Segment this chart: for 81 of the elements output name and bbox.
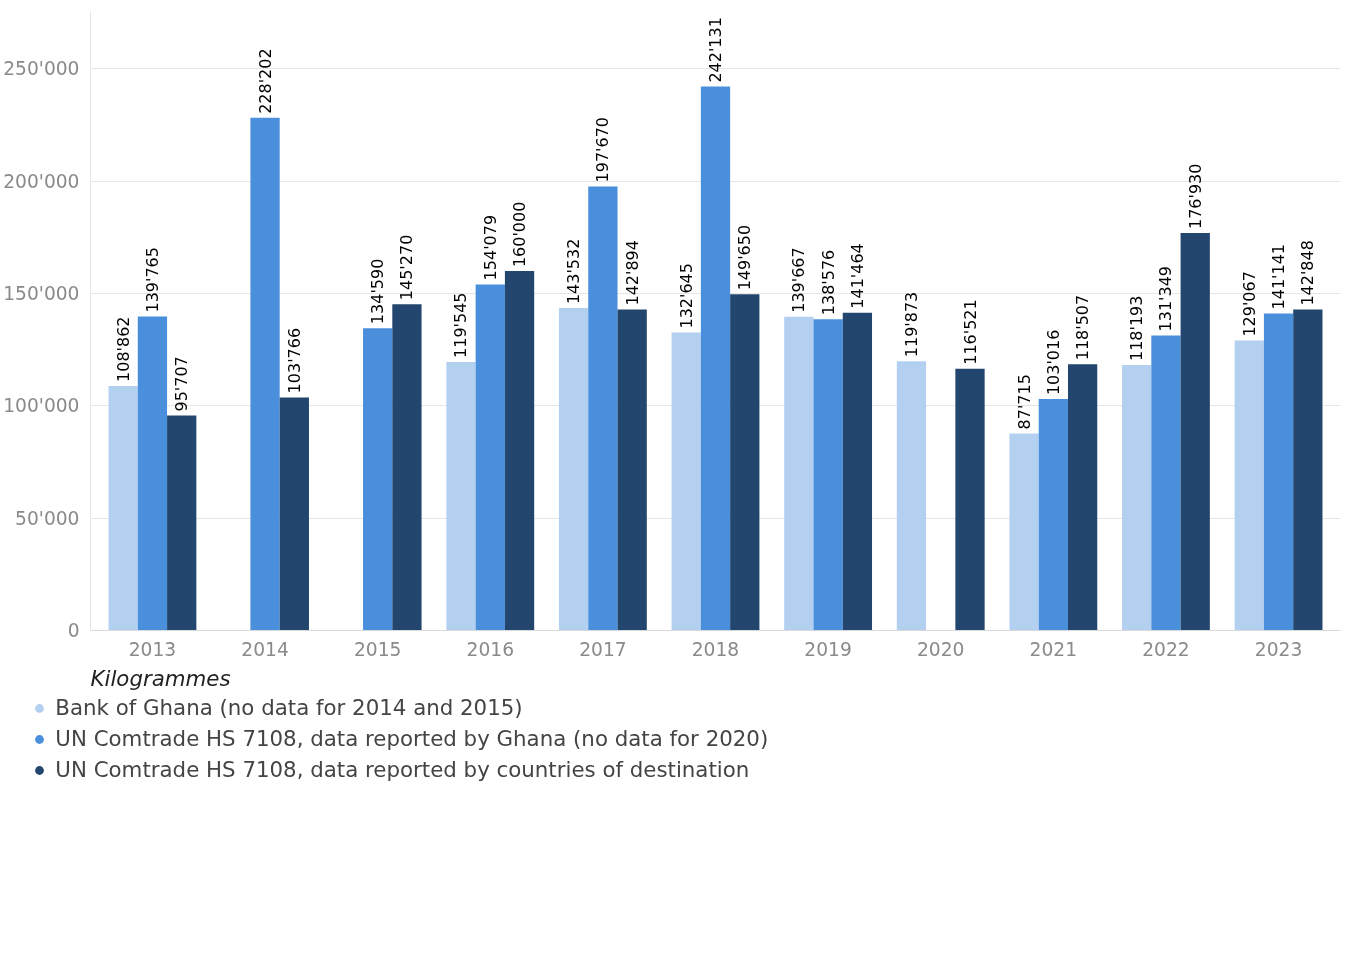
bar (1067, 364, 1098, 631)
y-tick-label: 150'000 (3, 283, 80, 305)
bar (558, 308, 589, 631)
bar (896, 361, 927, 631)
bar (504, 271, 535, 631)
data-label: 87'715 (1014, 374, 1034, 430)
data-label: 141'141 (1269, 243, 1289, 310)
bar (1009, 433, 1039, 631)
bar (1038, 399, 1068, 631)
data-label: 242'131 (706, 17, 725, 83)
y-tick-label: 100'000 (3, 395, 80, 417)
data-label: 138'576 (818, 249, 838, 316)
bar (700, 86, 731, 631)
data-label: 160'000 (510, 201, 530, 268)
bar (167, 415, 197, 631)
bar (137, 316, 168, 631)
bar (671, 332, 701, 631)
data-label: 118'193 (1127, 295, 1147, 361)
data-label: 131'349 (1156, 265, 1176, 332)
y-tick-label: 200'000 (3, 170, 80, 192)
bar (1263, 313, 1294, 631)
legend-label: Bank of Ghana (no data for 2014 and 2015) (55, 695, 523, 720)
x-tick-label: 2017 (579, 638, 627, 660)
bar (730, 294, 760, 631)
x-tick-label: 2019 (804, 638, 852, 660)
bar (842, 312, 873, 631)
x-tick-label: 2023 (1254, 638, 1303, 660)
bar (813, 319, 843, 631)
bar (363, 328, 393, 631)
data-label: 143'532 (564, 238, 584, 305)
bar (617, 309, 647, 631)
data-label: 145'270 (397, 234, 417, 301)
bar (1234, 340, 1264, 631)
data-label: 176'930 (1185, 163, 1205, 230)
x-tick-label: 2022 (1142, 638, 1190, 660)
text: Kilogrammes (90, 665, 231, 691)
y-tick-label: 50'000 (15, 507, 80, 529)
bar (250, 117, 280, 631)
data-label: 134'590 (368, 258, 388, 325)
x-tick-label: 2014 (241, 638, 289, 660)
data-label: 95'707 (172, 356, 192, 412)
data-label: 142'848 (1298, 240, 1318, 306)
y-tick-label: 0 (67, 620, 80, 641)
data-label: 142'894 (622, 240, 642, 306)
data-label: 103'766 (284, 327, 304, 394)
data-label: 132'645 (676, 263, 696, 329)
bar (955, 368, 985, 631)
data-label: 228'202 (255, 48, 275, 114)
data-label: 141'464 (847, 243, 867, 309)
data-label: 139'667 (789, 247, 809, 313)
bar (392, 304, 422, 631)
legend-label: UN Comtrade HS 7108, data reported by Ghana (no data for 2020) (55, 726, 769, 751)
legend-label: UN Comtrade HS 7108, data reported by countries of destination (55, 757, 750, 782)
bar (1293, 309, 1323, 631)
bar (1151, 335, 1181, 631)
data-label: 108'862 (113, 316, 133, 382)
data-label: 197'670 (593, 116, 613, 183)
bar (588, 186, 618, 631)
y-tick-label: 250'000 (3, 58, 80, 80)
x-tick-label: 2016 (466, 638, 515, 660)
data-label: 139'765 (142, 247, 162, 313)
data-label: 103'016 (1043, 329, 1063, 396)
x-tick-label: 2013 (128, 638, 177, 660)
data-label: 129'067 (1239, 271, 1259, 337)
bar (279, 397, 309, 631)
x-tick-label: 2020 (916, 638, 965, 660)
data-label: 149'650 (735, 224, 755, 291)
data-label: 154'079 (480, 214, 500, 281)
data-label: 116'521 (960, 299, 980, 365)
x-tick-label: 2018 (691, 638, 740, 660)
x-tick-label: 2021 (1029, 638, 1078, 660)
bar (446, 361, 476, 631)
bar (108, 385, 138, 631)
data-label: 119'873 (901, 291, 921, 358)
data-label: 118'507 (1073, 294, 1093, 361)
bar (475, 284, 505, 631)
bar (1122, 364, 1152, 631)
bar (1180, 233, 1210, 631)
data-label: 119'545 (451, 292, 471, 358)
x-tick-label: 2015 (353, 638, 402, 660)
bar (784, 316, 814, 631)
